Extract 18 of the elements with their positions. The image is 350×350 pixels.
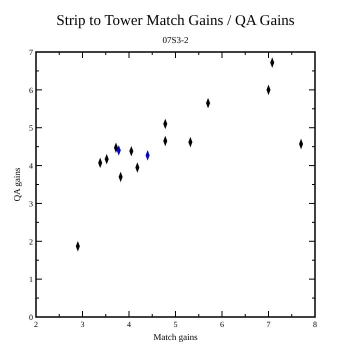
y-tick-label: 3	[29, 199, 33, 208]
chart-subtitle: 07S3-2	[162, 35, 189, 45]
y-tick-label: 5	[29, 124, 33, 133]
x-tick-label: 8	[313, 320, 317, 329]
chart-title: Strip to Tower Match Gains / QA Gains	[56, 13, 295, 29]
y-tick-label: 7	[29, 48, 33, 57]
x-tick-label: 7	[266, 320, 270, 329]
y-tick-label: 1	[29, 275, 33, 284]
y-tick-label: 4	[29, 162, 33, 171]
x-tick-label: 6	[220, 320, 224, 329]
x-tick-label: 4	[127, 320, 131, 329]
x-axis-title: Match gains	[153, 332, 198, 342]
x-tick-label: 5	[174, 320, 178, 329]
x-tick-label: 3	[80, 320, 84, 329]
y-tick-label: 6	[29, 86, 33, 95]
y-tick-label: 2	[29, 237, 33, 246]
y-tick-label: 0	[29, 313, 33, 322]
y-axis-title: QA gains	[12, 167, 22, 202]
